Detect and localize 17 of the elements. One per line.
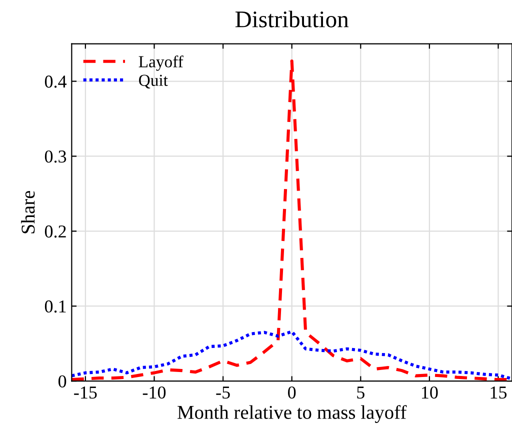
y-tick-label: 0 bbox=[58, 375, 66, 388]
x-tick-label: -5 bbox=[216, 386, 230, 399]
x-axis-title: Month relative to mass layoff bbox=[178, 405, 407, 423]
x-tick-label: 15 bbox=[490, 386, 507, 399]
x-tick-label: -10 bbox=[142, 386, 166, 399]
chart-title: Distribution bbox=[235, 10, 349, 28]
y-tick-label: 0.4 bbox=[44, 76, 67, 88]
y-tick-label: 0.2 bbox=[44, 225, 66, 238]
x-tick-label: -15 bbox=[74, 386, 97, 399]
y-axis-title: Share bbox=[21, 190, 35, 234]
x-tick-label: 0 bbox=[288, 386, 296, 399]
x-tick-label: 5 bbox=[357, 386, 364, 399]
x-tick-label: 10 bbox=[422, 386, 438, 399]
legend-label: Quit bbox=[139, 74, 168, 88]
y-tick-label: 0.3 bbox=[44, 150, 66, 163]
legend-label: Layoff bbox=[138, 55, 184, 71]
y-tick-label: 0.1 bbox=[44, 300, 66, 313]
